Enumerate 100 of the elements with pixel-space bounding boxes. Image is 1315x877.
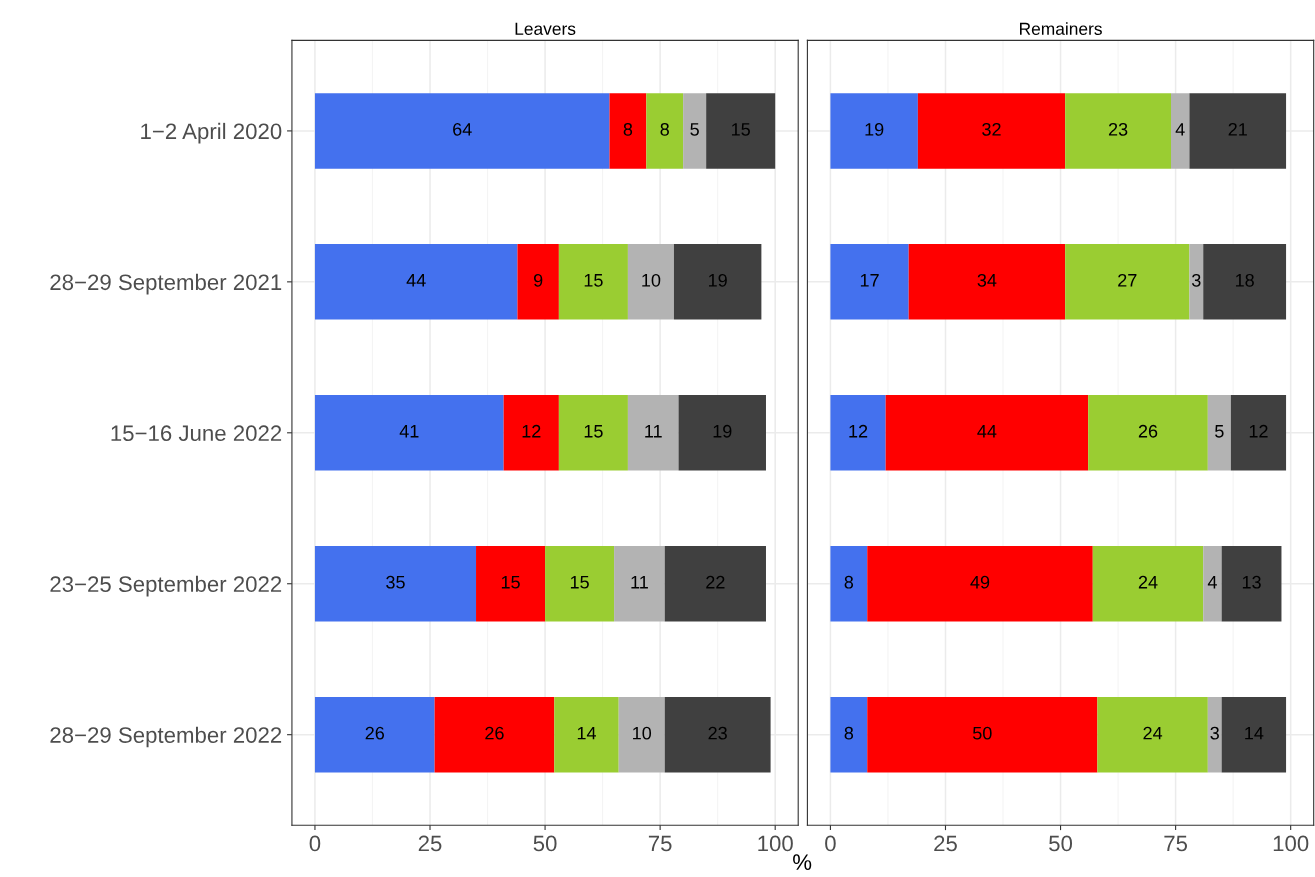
- data-label: 8: [623, 122, 633, 136]
- data-label: 32: [982, 122, 1001, 136]
- bar: [1092, 546, 1204, 622]
- data-label: 22: [706, 575, 725, 589]
- x-tick-label: 75: [1164, 835, 1188, 852]
- bar: [1189, 93, 1287, 169]
- data-label: 5: [1215, 425, 1224, 438]
- data-label: 15: [501, 575, 520, 589]
- data-label: 26: [1138, 424, 1158, 438]
- bar: [908, 244, 1066, 320]
- bar: [1065, 244, 1190, 320]
- data-label: 26: [365, 726, 385, 740]
- x-tick-label: 100: [1273, 835, 1309, 852]
- data-label: 18: [1235, 273, 1254, 287]
- bar: [830, 546, 868, 622]
- data-label: 12: [849, 424, 868, 438]
- data-label: 8: [844, 726, 854, 740]
- data-label: 5: [690, 123, 699, 136]
- data-label: 11: [645, 425, 662, 438]
- data-label: 15: [584, 274, 603, 287]
- x-tick-label: 75: [648, 835, 672, 852]
- data-label: 12: [522, 424, 541, 438]
- bar: [314, 244, 518, 320]
- bar: [1189, 244, 1204, 320]
- bar: [830, 696, 868, 773]
- data-label: 24: [1138, 575, 1158, 589]
- data-label: 4: [1207, 575, 1217, 589]
- y-tick-label: 28−29 September 2021: [50, 273, 282, 295]
- data-label: 8: [660, 122, 669, 136]
- bar: [545, 546, 615, 622]
- data-label: 44: [977, 425, 997, 438]
- data-label: 11: [631, 575, 648, 589]
- bar: [867, 696, 1098, 773]
- bar: [314, 93, 610, 169]
- bar: [476, 546, 546, 622]
- x-tick-label: 50: [1049, 835, 1073, 852]
- data-label: 44: [406, 274, 426, 287]
- x-tick-label: 25: [418, 835, 442, 852]
- data-label: 27: [1118, 273, 1137, 287]
- x-axis-title: %: [793, 854, 812, 870]
- bar: [664, 546, 766, 622]
- data-label: 3: [1210, 726, 1219, 740]
- bar: [314, 395, 504, 471]
- bar: [1207, 696, 1222, 773]
- bar: [618, 696, 665, 773]
- data-label: 50: [972, 726, 992, 740]
- x-tick-label: 100: [758, 835, 793, 852]
- bar: [830, 93, 918, 169]
- bar: [609, 93, 647, 169]
- data-label: 23: [708, 726, 727, 740]
- data-label: 15: [570, 575, 589, 589]
- data-label: 49: [970, 575, 990, 589]
- y-tick-label: 28−29 September 2022: [50, 726, 282, 748]
- bar: [554, 696, 619, 773]
- data-label: 19: [709, 273, 727, 287]
- data-label: 13: [1242, 575, 1261, 589]
- data-label: 10: [642, 273, 661, 287]
- bar: [678, 395, 766, 471]
- y-tick-label: 15−16 June 2022: [111, 425, 282, 442]
- bar: [673, 244, 762, 320]
- bar: [1203, 546, 1222, 622]
- data-label: 15: [732, 123, 750, 136]
- bar: [314, 696, 435, 773]
- data-label: 19: [713, 424, 732, 438]
- bar: [1221, 696, 1287, 773]
- bar: [706, 93, 776, 169]
- bar: [558, 244, 628, 320]
- chart-title: Leavers: [515, 22, 576, 35]
- bar: [1203, 244, 1287, 320]
- data-label: 24: [1143, 726, 1163, 740]
- data-label: 3: [1191, 273, 1201, 287]
- chart-title: Remainers: [1020, 22, 1102, 35]
- bar: [1097, 696, 1208, 773]
- bar: [1065, 93, 1172, 169]
- bar: [614, 546, 665, 622]
- data-label: 34: [977, 273, 997, 287]
- bar: [830, 395, 886, 471]
- bar: [917, 93, 1066, 169]
- bar: [1230, 395, 1287, 471]
- bar: [627, 395, 679, 471]
- data-label: 4: [1175, 123, 1185, 136]
- y-tick-label: 1−2 April 2020: [141, 122, 282, 144]
- bar: [646, 93, 684, 169]
- data-label: 17: [860, 274, 879, 287]
- data-label: 15: [584, 425, 603, 438]
- data-label: 9: [533, 273, 543, 287]
- bar: [1171, 93, 1190, 169]
- data-label: 19: [865, 122, 884, 136]
- x-tick-label: 0: [825, 835, 836, 852]
- bar: [627, 244, 674, 320]
- bar: [558, 395, 628, 471]
- x-tick-label: 50: [533, 835, 557, 852]
- data-label: 64: [453, 122, 472, 136]
- data-label: 14: [1245, 726, 1264, 740]
- y-tick-label: 23−25 September 2022: [50, 575, 282, 597]
- bar: [867, 546, 1093, 622]
- data-label: 21: [1228, 122, 1247, 136]
- data-label: 8: [844, 575, 854, 589]
- bar: [517, 244, 559, 320]
- bar: [314, 546, 477, 622]
